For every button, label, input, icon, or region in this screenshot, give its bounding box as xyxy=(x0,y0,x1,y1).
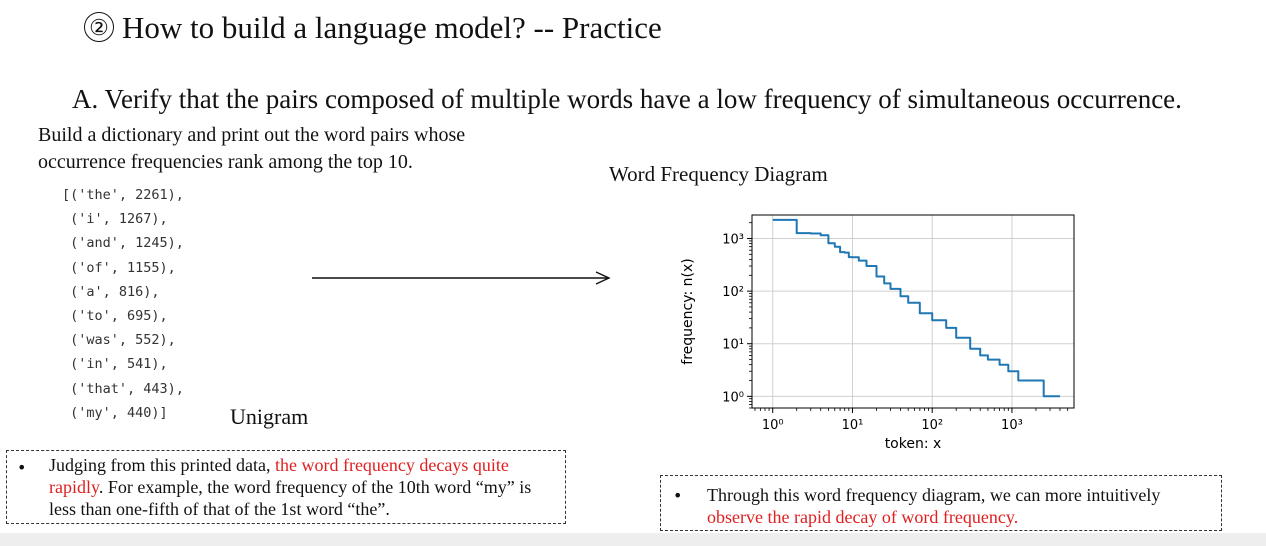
code-line: ('a', 816), xyxy=(62,283,160,300)
y-tick-label: 10¹ xyxy=(722,338,744,353)
x-tick-label: 10³ xyxy=(1001,418,1023,433)
series-line xyxy=(772,218,1060,398)
code-line: ('was', 552), xyxy=(62,332,176,349)
left-note-part1: Judging from this printed data, xyxy=(49,455,275,475)
code-output: [('the', 2261), ('i', 1267), ('and', 124… xyxy=(62,183,184,425)
intro-line-1: Build a dictionary and print out the wor… xyxy=(38,124,466,146)
intro-line-2: occurrence frequencies rank among the to… xyxy=(38,151,413,173)
code-line: ('in', 541), xyxy=(62,356,168,373)
x-tick-label: 10¹ xyxy=(842,418,864,433)
left-note-box: • Judging from this printed data, the wo… xyxy=(6,450,566,524)
left-note-highlight: the word frequency decays quite rapidly xyxy=(49,455,509,497)
word-frequency-chart: 10⁰ 10¹ 10² 10³ 10⁰ 10¹ 10² 10³ token: x frequenc… xyxy=(680,214,1075,452)
x-axis-label: token: x xyxy=(885,436,942,452)
code-line: ('to', 695), xyxy=(62,308,168,325)
code-line: ('and', 1245), xyxy=(62,235,184,252)
code-line: ('that', 443), xyxy=(62,380,184,397)
y-tick-label: 10³ xyxy=(722,233,744,248)
x-tick-label: 10² xyxy=(921,418,943,433)
section-subtitle: A. Verify that the pairs composed of mul… xyxy=(72,84,1182,114)
plot-frame xyxy=(751,214,1075,409)
page-title: ② How to build a language model? -- Pract… xyxy=(84,10,662,46)
chart-title: Word Frequency Diagram xyxy=(609,162,828,186)
code-line: ('i', 1267), xyxy=(62,211,168,228)
right-note-highlight: observe the rapid decay of word frequenc… xyxy=(707,507,1019,527)
y-axis-label: frequency: n(x) xyxy=(680,258,696,364)
code-line: [('the', 2261), xyxy=(62,187,184,203)
left-note-part3: . For example, the word frequency of the… xyxy=(49,477,532,519)
title-text: How to build a language model? -- Practi… xyxy=(122,10,662,45)
right-note-part1: Through this word frequency diagram, we … xyxy=(707,485,1161,505)
bottom-bar xyxy=(0,533,1266,546)
y-tick-label: 10⁰ xyxy=(722,390,744,405)
code-line: ('of', 1155), xyxy=(62,259,176,276)
code-line: ('my', 440)] xyxy=(62,404,168,421)
y-tick-label: 10² xyxy=(722,285,744,300)
left-note-bullet: • xyxy=(17,458,27,477)
right-note-bullet: • xyxy=(673,486,683,505)
right-note-box: • Through this word frequency diagram, w… xyxy=(660,475,1222,531)
x-tick-label: 10⁰ xyxy=(762,418,784,433)
unigram-label: Unigram xyxy=(230,404,309,429)
intro-text: Build a dictionary and print out the wor… xyxy=(38,122,558,176)
title-number-badge: ② xyxy=(84,12,114,42)
right-arrow-icon xyxy=(312,271,611,285)
